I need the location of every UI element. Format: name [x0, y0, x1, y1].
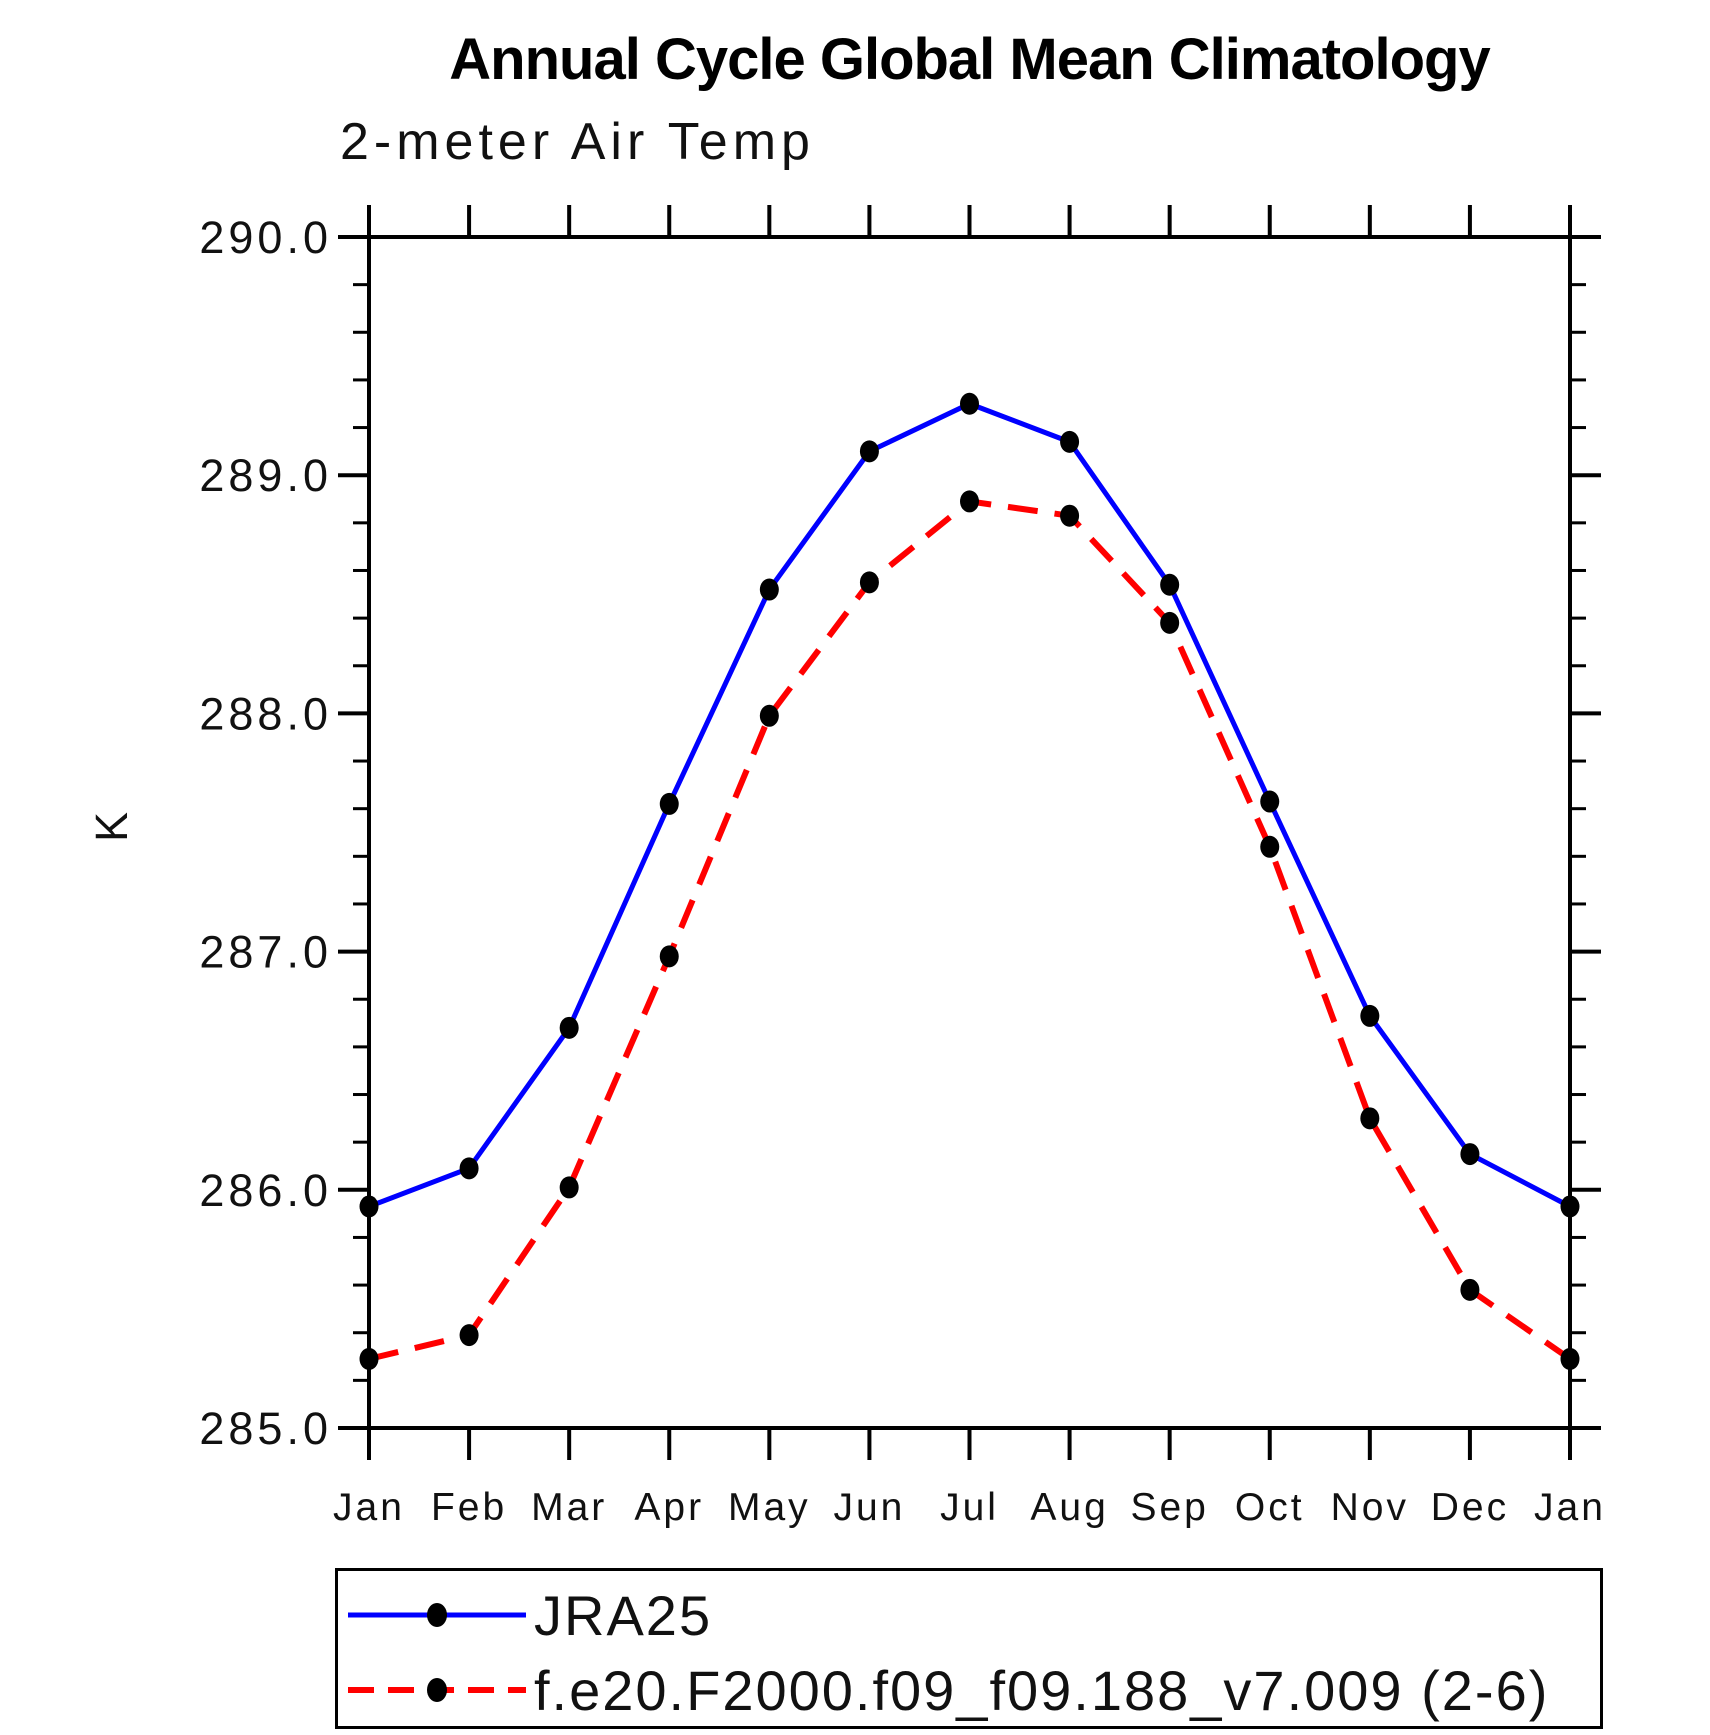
data-point-marker [1560, 1347, 1580, 1370]
data-point-marker [759, 704, 779, 727]
plot-frame [367, 235, 1572, 1430]
y-tick-label: 288.0 [199, 688, 332, 739]
y-tick-label: 290.0 [199, 212, 332, 263]
data-point-marker [1060, 430, 1080, 453]
legend-label-jra25: JRA25 [534, 1583, 713, 1647]
series-line-jra25 [368, 401, 1572, 1209]
data-point-marker [1560, 1195, 1580, 1218]
data-point-marker [1360, 1107, 1380, 1130]
data-point-marker [459, 1157, 479, 1180]
series-line-model [368, 498, 1572, 1362]
legend-key-jra25 [348, 1603, 526, 1627]
legend-item-jra25: JRA25 [344, 1583, 713, 1647]
x-tick-label: Oct [1235, 1486, 1305, 1529]
y-tick-label: 289.0 [199, 450, 332, 501]
legend-label-model: f.e20.F2000.f09_f09.188_v7.009 (2-6) [534, 1658, 1550, 1722]
chart-subtitle: 2-meter Air Temp [340, 113, 815, 171]
x-tick-label: Jan [1534, 1486, 1606, 1529]
legend: JRA25 f.e20.F2000.f09_f09.188_v7.009 (2-… [335, 1568, 1603, 1729]
x-tick-label: Jun [833, 1486, 905, 1529]
data-point-marker [559, 1016, 579, 1039]
legend-marker-icon [427, 1603, 447, 1627]
data-point-marker [1460, 1143, 1480, 1166]
data-point-marker [859, 571, 879, 594]
x-tick-label: Feb [431, 1486, 507, 1529]
data-point-marker [359, 1347, 379, 1370]
data-point-marker [960, 392, 979, 415]
y-axis-label: K [86, 811, 137, 843]
x-tick-label: Dec [1431, 1486, 1509, 1529]
legend-key-model [348, 1678, 526, 1702]
y-tick-label: 285.0 [199, 1403, 332, 1454]
x-tick-label: May [728, 1486, 811, 1529]
data-point-marker [659, 792, 679, 815]
x-tick-label: Nov [1331, 1486, 1409, 1529]
data-point-marker [1060, 504, 1080, 527]
data-point-marker [459, 1324, 479, 1347]
data-point-marker [1160, 573, 1180, 596]
data-point-marker [759, 578, 779, 601]
data-point-marker [559, 1176, 579, 1199]
chart-title: Annual Cycle Global Mean Climatology [449, 27, 1490, 92]
data-point-marker [359, 1195, 379, 1218]
x-tick-label: Apr [634, 1486, 704, 1529]
y-tick-label: 287.0 [199, 927, 332, 978]
data-point-marker [1260, 835, 1280, 858]
data-point-marker [859, 440, 879, 463]
x-tick-label: Mar [531, 1486, 607, 1529]
x-tick-label: Jan [333, 1486, 405, 1529]
y-tick-label: 286.0 [199, 1165, 332, 1216]
x-tick-label: Jul [940, 1486, 999, 1529]
x-tick-label: Sep [1130, 1486, 1208, 1529]
data-point-marker [659, 945, 679, 968]
legend-item-model: f.e20.F2000.f09_f09.188_v7.009 (2-6) [344, 1658, 1550, 1722]
x-tick-label: Aug [1030, 1486, 1108, 1529]
data-point-marker [960, 490, 979, 513]
data-point-marker [1460, 1278, 1480, 1301]
data-point-marker [1160, 611, 1180, 634]
data-point-marker [1260, 790, 1280, 813]
data-point-marker [1360, 1004, 1380, 1027]
legend-marker-icon [427, 1678, 447, 1702]
